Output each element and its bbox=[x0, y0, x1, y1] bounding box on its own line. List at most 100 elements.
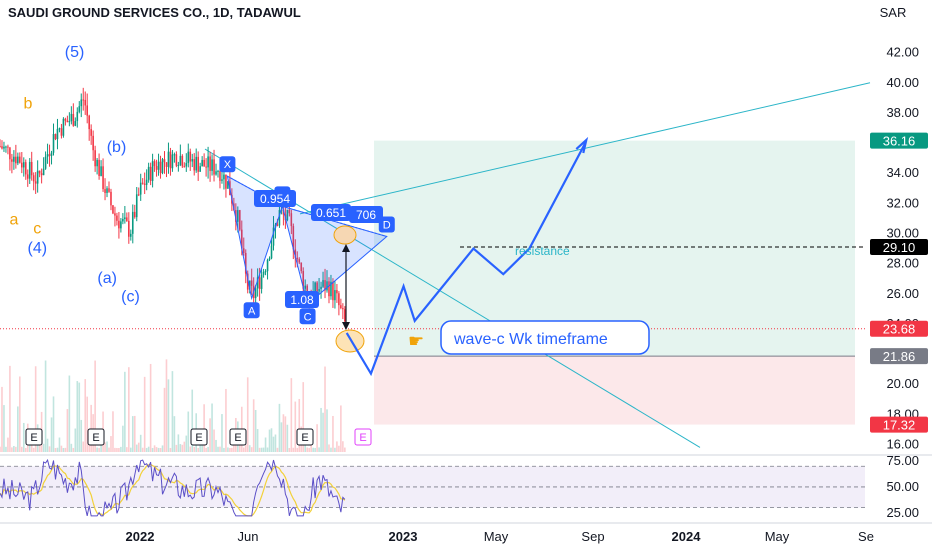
volume-bar bbox=[203, 404, 205, 452]
candle-body bbox=[268, 258, 271, 260]
volume-bar bbox=[338, 445, 340, 452]
volume-bar bbox=[118, 447, 120, 452]
volume-bar bbox=[302, 382, 305, 452]
candle-body bbox=[100, 166, 102, 176]
volume-bar bbox=[215, 439, 217, 452]
volume-bar bbox=[30, 440, 33, 452]
candle-body bbox=[56, 128, 59, 140]
volume-bar bbox=[141, 447, 144, 452]
candle-body bbox=[199, 166, 201, 172]
candle-body bbox=[322, 280, 324, 287]
volume-bar bbox=[15, 446, 17, 452]
volume-bar bbox=[0, 446, 1, 452]
candle-body bbox=[122, 218, 124, 222]
candle-body bbox=[326, 281, 328, 291]
candle-body bbox=[1, 146, 3, 149]
volume-bar bbox=[86, 396, 89, 452]
pointing-hand-icon: ☛ bbox=[408, 331, 424, 351]
time-tick-label: Sep bbox=[581, 529, 604, 544]
volume-bar bbox=[50, 417, 53, 452]
candle-body bbox=[128, 220, 130, 237]
elliott-wave-label: b bbox=[24, 95, 33, 112]
volume-bar bbox=[143, 376, 146, 452]
candle-body bbox=[28, 161, 31, 179]
time-tick-label: 2023 bbox=[389, 529, 418, 544]
candle-body bbox=[286, 209, 289, 221]
volume-bar bbox=[187, 411, 190, 452]
volume-bar bbox=[209, 418, 211, 452]
ratio-badge bbox=[311, 204, 351, 221]
candle-body bbox=[338, 293, 340, 306]
volume-bar bbox=[126, 447, 128, 452]
candle-body bbox=[40, 173, 43, 176]
candle-body bbox=[64, 118, 67, 121]
volume-bar bbox=[213, 429, 215, 452]
candle-body bbox=[58, 128, 61, 130]
volume-bar bbox=[62, 448, 65, 452]
candle-body bbox=[131, 211, 134, 234]
volume-bar bbox=[310, 442, 312, 452]
price-tick-label: 40.00 bbox=[886, 75, 919, 90]
volume-bar bbox=[284, 416, 287, 452]
volume-bar bbox=[171, 371, 174, 452]
volume-bar bbox=[48, 446, 51, 452]
price-label-value: 36.16 bbox=[883, 134, 916, 149]
candle-body bbox=[5, 146, 7, 148]
rsi-tick-label: 75.00 bbox=[886, 453, 919, 468]
point-a-badge bbox=[243, 302, 260, 319]
volume-bar bbox=[114, 447, 116, 452]
candle-body bbox=[264, 271, 267, 273]
volume-bar bbox=[268, 429, 271, 452]
candle-body bbox=[106, 188, 108, 193]
volume-bar bbox=[52, 396, 55, 452]
candle-body bbox=[3, 146, 5, 149]
volume-bar bbox=[122, 425, 124, 452]
volume-bar bbox=[223, 447, 225, 452]
candle-body bbox=[227, 181, 229, 189]
price-label-badge bbox=[870, 239, 928, 256]
candle-body bbox=[7, 146, 9, 148]
candle-body bbox=[72, 113, 75, 126]
time-tick-label: 2022 bbox=[126, 529, 155, 544]
candle-body bbox=[248, 280, 251, 290]
volume-bar bbox=[44, 360, 47, 452]
earnings-marker-label: E bbox=[195, 432, 202, 444]
volume-bar bbox=[147, 446, 150, 452]
candle-body bbox=[44, 156, 47, 169]
price-tick-label: 20.00 bbox=[886, 376, 919, 391]
candle-body bbox=[223, 174, 225, 180]
candle-body bbox=[183, 166, 186, 168]
volume-bar bbox=[104, 442, 106, 452]
volume-bar bbox=[145, 447, 148, 452]
price-axis[interactable]: SAR42.0040.0038.0036.0034.0032.0030.0028… bbox=[870, 5, 928, 520]
candle-body bbox=[213, 159, 215, 175]
candle-body bbox=[270, 245, 273, 259]
volume-bar bbox=[22, 422, 25, 452]
profit-zone bbox=[374, 140, 855, 357]
candle-body bbox=[52, 134, 55, 153]
time-axis[interactable]: 2022 Jun 2023 May Sep 2024 May Se bbox=[0, 522, 932, 544]
volume-bar bbox=[266, 447, 269, 452]
price-tick-label: 26.00 bbox=[886, 286, 919, 301]
volume-bar bbox=[54, 447, 57, 452]
candle-body bbox=[120, 221, 122, 229]
candle-body bbox=[13, 156, 15, 162]
volume-bar bbox=[169, 447, 172, 452]
candle-body bbox=[112, 205, 114, 214]
lower-target-circle bbox=[335, 329, 365, 353]
projection-path: resistance wave-c Wk timeframe ☛ bbox=[345, 136, 650, 377]
candle-body bbox=[88, 115, 90, 130]
volume-bar bbox=[197, 447, 199, 452]
volume-bar bbox=[21, 446, 23, 452]
candle-body bbox=[145, 179, 148, 185]
volume-bar bbox=[260, 447, 263, 452]
rsi-tick-label: 25.00 bbox=[886, 505, 919, 520]
volume-bar bbox=[173, 416, 176, 452]
volume-bar bbox=[56, 447, 59, 452]
volume-bar bbox=[296, 447, 299, 452]
volume-bar bbox=[153, 445, 156, 452]
candle-body bbox=[118, 220, 120, 229]
volume-bar bbox=[42, 443, 45, 452]
